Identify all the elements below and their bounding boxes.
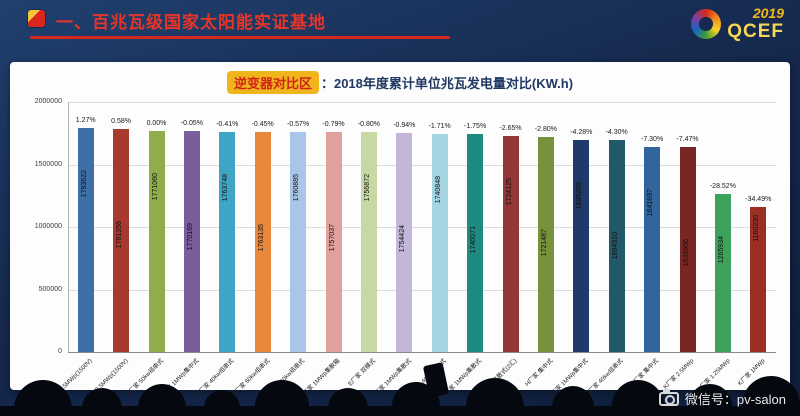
bar-percent-label: 1.27%	[75, 116, 96, 124]
bar-percent-label: -1.71%	[428, 123, 451, 131]
bar-percent-label: -0.05%	[180, 119, 203, 127]
bar	[148, 130, 165, 352]
gridline	[68, 164, 776, 166]
y-axis-tick-label: 0	[58, 348, 62, 355]
bar	[396, 132, 413, 352]
bar	[714, 193, 731, 352]
bar	[750, 206, 767, 352]
bar	[467, 134, 484, 352]
chart-title-text: ：2018年度累计单位兆瓦发电量对比(KW.h)	[320, 76, 574, 91]
page-title: 一、百兆瓦级国家太阳能实证基地	[56, 13, 326, 32]
chart-panel: 逆变器对比区 ：2018年度累计单位兆瓦发电量对比(KW.h) 0 500000 10…	[10, 62, 790, 409]
bar-value-label: 1757037	[328, 224, 336, 252]
bar	[431, 134, 448, 352]
audience-head-silhouette	[328, 388, 368, 416]
bar	[644, 146, 661, 352]
x-axis-category-label: I厂家 40kw组串式	[587, 358, 626, 396]
title-underline	[30, 36, 450, 39]
watermark: 微信号：pv-salon	[658, 388, 786, 408]
gridline	[68, 102, 776, 103]
bar-percent-label: -34.49%	[745, 195, 772, 203]
bar	[219, 131, 236, 352]
logo-name: QCEF	[727, 21, 784, 42]
watermark-text: 微信号：pv-salon	[684, 392, 786, 407]
y-axis-tick-label: 1500000	[34, 160, 62, 168]
gridline	[68, 289, 776, 291]
bar-percent-label: -7.30%	[641, 135, 664, 143]
bar-percent-label: -28.52%	[709, 182, 736, 190]
bar-percent-label: -4.28%	[570, 129, 593, 137]
bar	[113, 129, 130, 352]
x-axis-category-label: E厂家 双模式	[347, 358, 378, 388]
bar-value-label: 1721487	[540, 228, 548, 257]
x-axis-category-label: H厂家 集中式	[524, 358, 555, 388]
bar-percent-label: 0.58%	[111, 118, 132, 126]
y-axis-tick-label: 500000	[38, 285, 62, 293]
bar	[254, 131, 271, 352]
bar-value-label: 1763748	[222, 173, 230, 201]
x-axis-category-label: K厂家 1MWp	[737, 358, 767, 388]
bar-percent-label: -7.47%	[676, 136, 699, 144]
bar-value-label: 1771060	[151, 172, 159, 200]
bar-value-label: 1641697	[647, 188, 655, 217]
bar	[325, 132, 342, 352]
gridline	[68, 227, 776, 228]
bar	[573, 140, 590, 352]
camera-icon	[658, 388, 679, 406]
bar-percent-label: -1.75%	[464, 123, 487, 131]
bar-value-label: 1740071	[470, 226, 478, 254]
bar-percent-label: -0.45%	[251, 120, 274, 128]
x-axis-category-label: K厂家 2.5MWp	[663, 358, 696, 391]
bar	[608, 140, 625, 352]
logo-year: 2019	[752, 5, 784, 21]
chart-title: 逆变器对比区 ：2018年度累计单位兆瓦发电量对比(KW.h)	[10, 71, 790, 94]
bar	[360, 132, 377, 352]
bar-percent-label: -0.80%	[357, 121, 380, 129]
qcef-swirl-icon	[691, 8, 722, 39]
bar-percent-label: -2.80%	[534, 125, 557, 133]
bar-value-label: 1160230	[753, 214, 761, 242]
logo-text: 2019 QCEF	[727, 6, 784, 41]
x-axis-category-label: J厂家 1.25MWp	[697, 358, 732, 393]
bar	[537, 136, 554, 352]
bar-value-label: 1724125	[505, 178, 513, 206]
y-axis-tick-label: 1000000	[34, 223, 62, 230]
bar-value-label: 1763135	[257, 223, 265, 251]
bar-percent-label: 0.00%	[146, 119, 167, 127]
bar	[183, 130, 200, 352]
bar-value-label: 1756872	[363, 174, 371, 202]
bar	[290, 131, 307, 352]
bar-value-label: 1781356	[116, 221, 124, 249]
bar-percent-label: -2.65%	[499, 125, 522, 133]
bar-percent-label: -0.94%	[393, 121, 416, 129]
bar-percent-label: -0.57%	[287, 120, 310, 128]
bar-percent-label: -4.30%	[605, 129, 628, 137]
y-axis-tick-label: 2000000	[34, 98, 62, 105]
bar-value-label: 1638906	[682, 239, 690, 267]
x-axis-line	[68, 352, 776, 353]
qcef-logo: 2019 QCEF	[691, 6, 784, 41]
bar-value-label: 1265934	[717, 235, 725, 264]
bar-value-label: 1754424	[399, 224, 407, 252]
bar-value-label: 1760885	[293, 173, 301, 202]
bar-value-label: 1740848	[434, 176, 442, 204]
bar-value-label: 1770169	[186, 222, 194, 250]
chart-title-badge: 逆变器对比区	[226, 71, 319, 94]
y-axis-line	[68, 102, 69, 352]
bar-percent-label: -0.79%	[322, 121, 345, 129]
x-axis-category-label: J厂家 集中式	[631, 358, 661, 387]
bar-percent-label: -0.41%	[216, 120, 239, 128]
bar-value-label: 1793622	[80, 169, 88, 198]
bar	[77, 127, 94, 352]
slide-header: 一、百兆瓦级国家太阳能实证基地	[0, 0, 800, 46]
bar	[679, 147, 696, 352]
bar-value-label: 1694910	[611, 232, 619, 260]
bar-value-label: 1695285	[576, 182, 584, 210]
bar	[502, 136, 519, 352]
bullet-flag-icon	[28, 10, 45, 27]
